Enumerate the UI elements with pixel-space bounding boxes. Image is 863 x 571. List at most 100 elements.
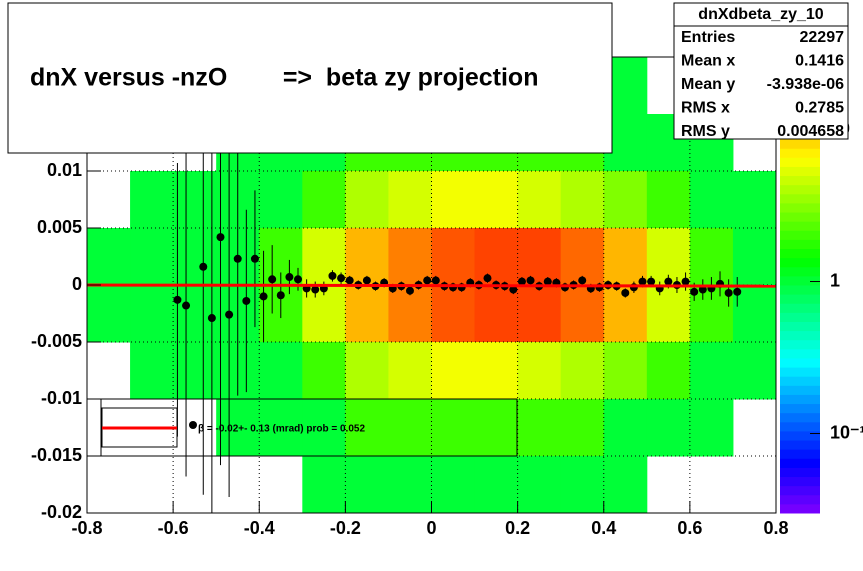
palette-step — [780, 440, 820, 450]
y-tick-label: -0.015 — [31, 445, 82, 465]
heat-cell — [173, 171, 217, 229]
heat-cell — [732, 171, 776, 229]
profile-point — [216, 233, 225, 242]
heat-cell — [732, 342, 776, 400]
palette-step — [780, 230, 820, 240]
palette-step — [780, 184, 820, 195]
profile-point — [647, 277, 656, 286]
heat-cell — [517, 171, 562, 229]
palette-step — [780, 421, 820, 432]
x-tick-label: -0.2 — [330, 518, 361, 538]
palette-step — [780, 321, 820, 332]
heat-cell — [259, 171, 303, 229]
profile-point — [233, 254, 242, 263]
heat-cell — [87, 285, 131, 343]
heat-cell — [560, 456, 605, 513]
stats-value: 0.004658 — [777, 123, 844, 140]
profile-point — [285, 273, 294, 282]
palette-step — [780, 193, 820, 204]
heat-cell — [603, 171, 648, 229]
heat-cell — [388, 399, 432, 457]
palette-step — [780, 376, 820, 386]
x-tick-label: -0.4 — [244, 518, 275, 538]
profile-point — [207, 314, 216, 323]
heat-cell — [603, 342, 648, 400]
x-tick-label: 0.4 — [591, 518, 616, 538]
legend-text: β = -0.02+- 0.13 (mrad) prob = 0.052 — [198, 424, 365, 435]
stats-label: Entries — [681, 29, 735, 46]
heat-cell — [560, 342, 605, 400]
plot-marks — [87, 57, 776, 513]
stats-label: RMS x — [681, 100, 730, 117]
heat-cell — [646, 171, 691, 229]
heat-cell — [173, 228, 217, 286]
heat-cell — [431, 456, 476, 513]
heat-cell — [732, 228, 776, 286]
palette-step — [780, 157, 820, 167]
palette-step — [780, 476, 820, 487]
heat-cell — [689, 342, 734, 400]
x-tick-label: -0.6 — [158, 518, 189, 538]
palette-step — [780, 212, 820, 222]
heat-cell — [646, 342, 691, 400]
stats-label: Mean y — [681, 76, 735, 93]
profile-point — [681, 277, 690, 286]
heat-cell — [130, 342, 174, 400]
stats-box: dnXdbeta_zy_10 Entries 22297 Mean x 0.1416 Me… — [673, 2, 849, 140]
palette-step — [780, 412, 820, 423]
palette-step — [780, 266, 820, 277]
profile-point — [225, 310, 234, 319]
profile-point — [509, 285, 518, 294]
palette-step — [780, 285, 820, 295]
heat-cell — [302, 171, 346, 229]
palette-step — [780, 294, 820, 304]
profile-point — [311, 285, 320, 294]
heat-cell — [689, 399, 734, 457]
heat-cell — [259, 399, 303, 457]
heat-cell — [130, 285, 174, 343]
heat-cell — [517, 456, 562, 513]
profile-point — [578, 276, 587, 285]
heat-cell — [474, 399, 519, 457]
profile-point — [405, 286, 414, 295]
stats-label: RMS y — [681, 123, 730, 140]
profile-point — [423, 276, 432, 285]
profile-point — [250, 254, 259, 263]
heat-cell — [689, 228, 734, 286]
palette-step — [780, 339, 820, 350]
heat-cell — [431, 399, 476, 457]
heat-cell — [388, 342, 432, 400]
y-tick-label: -0.01 — [41, 388, 82, 408]
profile-point — [268, 275, 277, 284]
heat-cell — [431, 342, 476, 400]
heat-cell — [646, 399, 691, 457]
heat-cell — [388, 171, 432, 229]
profile-point — [294, 275, 303, 284]
palette-step — [780, 239, 820, 250]
palette-step — [780, 312, 820, 322]
heat-cell — [259, 342, 303, 400]
heat-cell — [431, 228, 476, 286]
heat-cell — [87, 228, 131, 286]
axes: -0.8 -0.6 -0.4 -0.2 0 0.2 0.4 0.6 0.8 -0.02 -0.015… — [31, 160, 789, 538]
heat-cell — [517, 399, 562, 457]
palette-step — [780, 303, 820, 313]
palette-step — [780, 394, 820, 405]
palette-step — [780, 139, 820, 149]
palette-step — [780, 458, 820, 468]
heat-cell — [517, 342, 562, 400]
y-tick-label: -0.005 — [31, 331, 82, 351]
palette-step — [780, 257, 820, 268]
heat-cell — [302, 342, 346, 400]
profile-point — [543, 277, 552, 286]
heat-cell — [474, 285, 519, 343]
profile-point — [431, 276, 440, 285]
profile-point — [362, 276, 371, 285]
title-box — [7, 2, 613, 154]
profile-point — [517, 277, 526, 286]
palette-step — [780, 148, 820, 158]
palette-step — [780, 385, 820, 395]
profile-point — [242, 296, 251, 305]
heat-cell — [302, 399, 346, 457]
stats-title: dnXdbeta_zy_10 — [698, 6, 823, 23]
